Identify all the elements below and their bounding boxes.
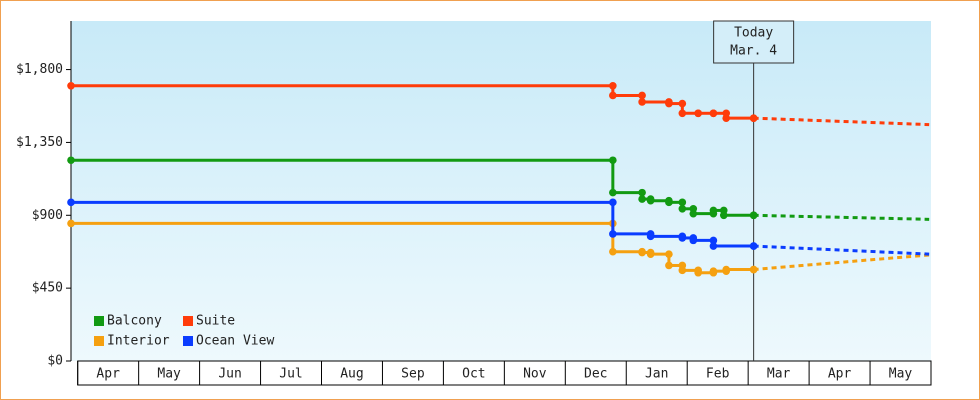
price-point-prev <box>638 91 646 100</box>
price-point-prev <box>709 109 718 118</box>
price-point <box>67 81 75 90</box>
x-tick-label: Feb <box>706 367 730 382</box>
today-label: Today <box>734 26 773 41</box>
price-point-prev <box>689 234 698 242</box>
price-point-prev <box>638 247 646 256</box>
price-point-prev <box>694 266 702 275</box>
price-point <box>67 156 75 165</box>
legend-label: Balcony <box>107 314 162 329</box>
x-tick-label: Jan <box>645 367 668 382</box>
price-point <box>609 91 617 100</box>
price-point <box>609 247 617 256</box>
price-point-prev <box>709 268 718 277</box>
legend-swatch <box>183 316 193 326</box>
price-point <box>638 195 646 203</box>
today-box <box>713 20 795 64</box>
price-point <box>67 198 75 207</box>
price-point <box>609 188 617 197</box>
legend-swatch <box>94 316 104 326</box>
price-point-prev <box>609 81 617 90</box>
legend-label: Interior <box>107 334 170 349</box>
forecast-line <box>753 244 930 256</box>
price-point <box>678 205 687 213</box>
price-point <box>67 219 75 228</box>
legend-label: Ocean View <box>196 334 274 349</box>
price-point-prev <box>749 211 758 220</box>
price-point-prev <box>609 198 617 207</box>
price-point-prev <box>665 98 673 106</box>
x-tick-label: Jun <box>218 367 241 382</box>
y-tick-label: $450 <box>32 281 63 296</box>
y-tick-label: $1,350 <box>16 135 63 150</box>
price-point-prev <box>646 230 655 238</box>
x-tick-label: Sep <box>401 367 425 382</box>
x-tick-label: Oct <box>462 367 485 382</box>
price-point-prev <box>665 196 673 205</box>
price-point-prev <box>749 265 758 274</box>
x-tick-label: Dec <box>584 367 607 382</box>
price-point <box>665 261 673 270</box>
price-point-prev <box>609 156 617 165</box>
price-point-prev <box>678 99 687 108</box>
legend-swatch <box>183 336 193 346</box>
x-tick-label: Mar <box>767 367 791 382</box>
price-point-prev <box>665 250 673 258</box>
legend-swatch <box>94 336 104 346</box>
price-point <box>609 230 617 238</box>
price-point <box>709 242 718 250</box>
x-tick-label: Jul <box>279 367 302 382</box>
price-point-prev <box>749 242 758 250</box>
price-point-prev <box>749 114 758 122</box>
x-tick-label: Nov <box>523 367 547 382</box>
today-date: Mar. 4 <box>730 44 777 59</box>
price-point-prev <box>678 232 687 241</box>
legend-label: Suite <box>196 314 235 329</box>
price-point-prev <box>694 109 702 118</box>
y-tick-label: $1,800 <box>16 62 63 77</box>
price-point-prev <box>646 248 655 257</box>
y-tick-label: $0 <box>47 354 63 369</box>
price-point-prev <box>722 267 731 275</box>
x-tick-label: May <box>157 367 181 382</box>
forecast-line <box>753 253 930 272</box>
price-point-prev <box>719 206 728 215</box>
price-point-prev <box>678 261 687 270</box>
price-point <box>678 109 687 118</box>
price-point-prev <box>689 205 698 213</box>
price-point-prev <box>678 198 687 207</box>
y-tick-label: $900 <box>32 208 63 223</box>
plot-area <box>71 21 931 361</box>
x-tick-label: Aug <box>340 367 363 382</box>
price-point-prev <box>709 236 718 245</box>
price-point-prev <box>722 109 731 118</box>
x-tick-label: May <box>889 367 913 382</box>
forecast-line <box>753 213 930 221</box>
x-tick-label: Apr <box>96 367 120 382</box>
price-point-prev <box>638 188 646 197</box>
forecast-line <box>753 116 930 127</box>
price-point-prev <box>709 209 718 218</box>
price-point <box>638 98 646 106</box>
price-point-prev <box>646 195 655 203</box>
x-tick-label: Apr <box>828 367 852 382</box>
